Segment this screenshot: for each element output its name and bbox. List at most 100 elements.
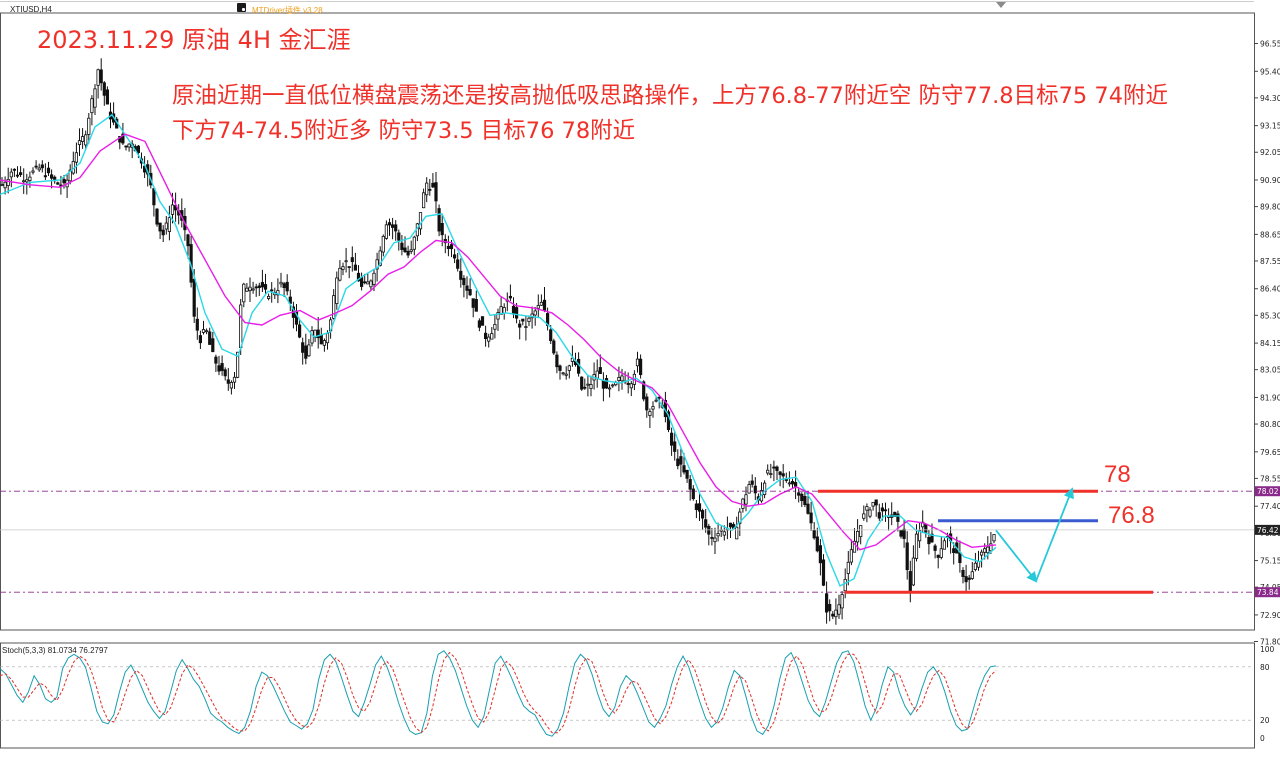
candle-body — [694, 503, 699, 510]
candle-body — [400, 242, 404, 250]
candle-body — [43, 175, 48, 178]
candle-body — [449, 244, 454, 250]
y-tick-label: 78.55 — [1260, 474, 1280, 483]
candle-body — [282, 283, 286, 289]
candle-body — [257, 285, 261, 288]
candle-body — [936, 554, 940, 558]
candle-body — [366, 281, 370, 285]
candle-body — [307, 344, 311, 357]
candle-body — [152, 188, 156, 206]
y-tick-label: 89.80 — [1260, 203, 1280, 212]
candle-body — [790, 480, 795, 485]
candle-body — [651, 406, 655, 410]
candle-body — [781, 473, 785, 477]
candle-body — [266, 295, 271, 299]
tool-label[interactable]: MTDriver插件 v3.28 — [252, 6, 323, 15]
candle-body — [304, 345, 308, 359]
candle-body — [722, 531, 726, 536]
candle-body — [899, 530, 903, 537]
hline-price-label: 78.02 — [1257, 487, 1279, 496]
y-tick-label: 87.55 — [1260, 257, 1280, 266]
candle-body — [527, 317, 531, 322]
ma-fast-line — [0, 113, 997, 587]
candle-body — [344, 260, 348, 263]
candle-body — [620, 375, 624, 382]
stoch-tick-label: 100 — [1260, 645, 1275, 654]
collapse-arrow-icon[interactable] — [996, 2, 1006, 8]
candle-body — [84, 134, 88, 146]
y-tick-label: 95.40 — [1260, 67, 1280, 76]
candle-body — [874, 499, 878, 506]
candle-body — [239, 304, 243, 349]
play-button-icon[interactable] — [237, 3, 246, 12]
candle-body — [701, 510, 705, 519]
candle-body — [902, 528, 906, 539]
candle-body — [942, 540, 947, 550]
candle-body — [682, 465, 686, 473]
candle-body — [15, 174, 20, 177]
candle-body — [883, 509, 888, 512]
candle-body — [521, 318, 525, 322]
candle-body — [136, 145, 140, 154]
candle-body — [77, 140, 82, 146]
y-tick-label: 90.90 — [1260, 176, 1280, 185]
candle-body — [254, 286, 258, 289]
candle-body — [961, 569, 965, 577]
candle-body — [319, 334, 323, 345]
candle-body — [775, 466, 779, 471]
candle-body — [490, 333, 494, 340]
candle-body — [155, 208, 159, 225]
candle-body — [716, 533, 720, 537]
candle-body — [394, 224, 398, 232]
candle-body — [710, 537, 714, 539]
candle-body — [397, 232, 401, 241]
candle-body — [635, 358, 640, 367]
candle-body — [226, 379, 230, 384]
candle-body — [468, 289, 472, 296]
candle-body — [930, 533, 934, 543]
candle-body — [539, 301, 544, 306]
candle-body — [297, 324, 302, 338]
candle-body — [127, 143, 131, 148]
candle-body — [821, 559, 826, 586]
candle-body — [229, 382, 233, 389]
current-price-tag — [1255, 524, 1280, 535]
stoch-tick-label: 20 — [1260, 716, 1270, 725]
hline-price-tag — [1255, 486, 1280, 497]
candle-body — [301, 342, 305, 353]
candle-body — [515, 307, 519, 319]
candle-body — [676, 458, 680, 467]
candle-body — [840, 594, 844, 609]
candle-body — [375, 259, 379, 270]
candle-body — [924, 523, 928, 533]
candle-body — [487, 336, 491, 342]
candle-body — [499, 306, 503, 315]
candle-body — [378, 250, 382, 266]
y-tick-label: 77.40 — [1260, 502, 1280, 511]
candle-body — [6, 178, 10, 186]
candle-body — [828, 604, 832, 612]
candle-body — [387, 222, 392, 226]
candle-body — [350, 257, 354, 263]
candle-body — [958, 552, 962, 564]
candle-body — [908, 571, 912, 593]
candle-body — [815, 536, 819, 552]
candle-body — [685, 469, 689, 479]
candle-body — [40, 164, 44, 169]
y-tick-label: 88.65 — [1260, 230, 1280, 239]
candle-body — [896, 513, 900, 522]
candle-body — [666, 411, 671, 430]
candle-body — [533, 310, 537, 316]
candle-body — [474, 298, 478, 312]
candle-body — [766, 469, 770, 474]
candle-body — [99, 69, 103, 84]
candle-body — [0, 184, 4, 186]
y-tick-label: 93.15 — [1260, 122, 1280, 131]
candle-body — [617, 377, 621, 381]
candle-body — [68, 169, 72, 182]
candle-body — [837, 604, 841, 615]
candle-body — [744, 494, 748, 505]
candle-body — [536, 305, 540, 309]
